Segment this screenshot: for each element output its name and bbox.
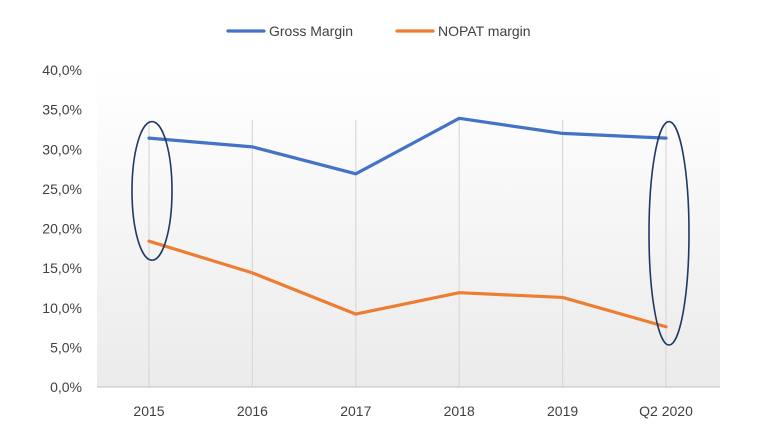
highlight-ellipses xyxy=(131,120,690,346)
legend-label: Gross Margin xyxy=(269,23,353,39)
y-tick-label: 20,0% xyxy=(42,221,82,237)
y-axis-tick-labels: 0,0% 5,0% 10,0% 15,0% 20,0% 25,0% 30,0% 35,0% 40… xyxy=(42,62,82,395)
x-tick-label: 2017 xyxy=(340,403,371,419)
x-axis-tick-labels: 2015 2016 2017 2018 2019 Q2 2020 xyxy=(133,403,693,419)
x-tick-label: Q2 2020 xyxy=(639,403,693,419)
y-tick-label: 35,0% xyxy=(42,102,82,118)
y-tick-label: 40,0% xyxy=(42,62,82,78)
y-tick-label: 30,0% xyxy=(42,141,82,157)
legend: Gross Margin NOPAT margin xyxy=(226,23,531,39)
plot-area xyxy=(97,70,720,387)
series-lines xyxy=(147,116,668,329)
y-tick-label: 10,0% xyxy=(42,300,82,316)
x-tick-label: 2018 xyxy=(444,403,475,419)
y-tick-label: 25,0% xyxy=(42,181,82,197)
highlight-ellipse xyxy=(648,120,690,346)
gridlines xyxy=(148,120,667,387)
highlight-ellipse xyxy=(131,120,173,261)
x-tick-label: 2016 xyxy=(237,403,268,419)
x-tick-label: 2019 xyxy=(547,403,578,419)
legend-label: NOPAT margin xyxy=(438,23,531,39)
y-tick-label: 15,0% xyxy=(42,260,82,276)
series-line xyxy=(147,116,668,176)
x-tick-label: 2015 xyxy=(133,403,164,419)
y-tick-label: 0,0% xyxy=(50,379,82,395)
series-line xyxy=(147,239,668,329)
y-tick-label: 5,0% xyxy=(50,339,82,355)
